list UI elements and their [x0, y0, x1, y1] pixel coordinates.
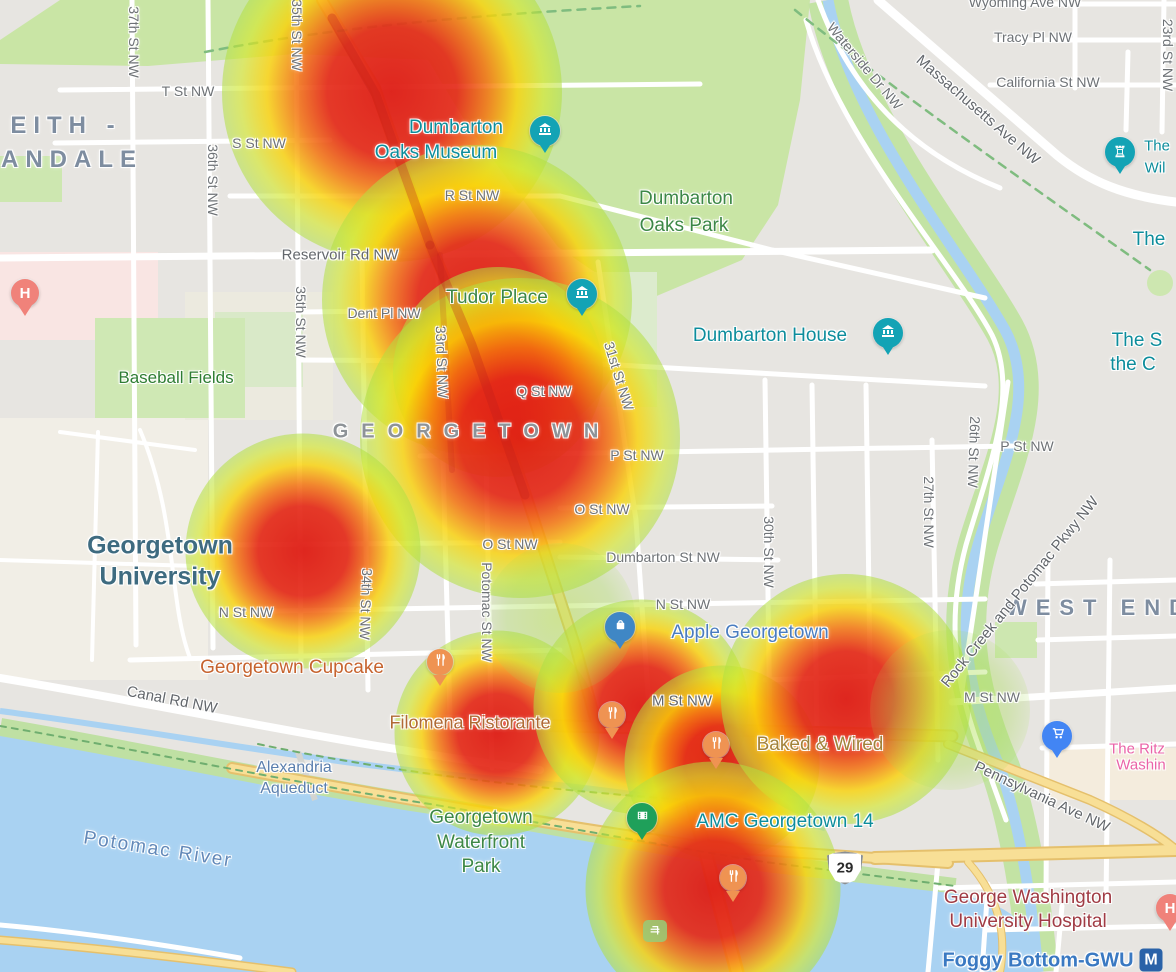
film-icon — [635, 808, 650, 828]
restaurant-pin-georgetown-cupcake[interactable] — [427, 649, 453, 675]
metro-station-icon[interactable]: M — [1139, 948, 1163, 972]
museum-icon — [537, 121, 553, 142]
cinema-pin-amc[interactable] — [627, 803, 657, 833]
shopping-pin-cart[interactable] — [1042, 721, 1072, 751]
hotel-pin-the-willard[interactable]: ♖ — [1105, 137, 1135, 167]
route-number: 29 — [836, 859, 854, 877]
rook-icon: ♖ — [1113, 144, 1127, 161]
restaurant-icon — [605, 706, 619, 725]
boat-glyph — [650, 926, 660, 935]
baseball-fields-area — [95, 318, 245, 418]
museum-icon — [574, 284, 590, 305]
boathouse-icon[interactable] — [643, 920, 667, 942]
cart-icon — [1050, 726, 1065, 746]
hospital-pin-georgetown[interactable]: H — [11, 279, 39, 307]
museum-pin-tudor-place[interactable] — [567, 279, 597, 309]
hospital-icon: H — [1164, 899, 1176, 917]
museum-pin-dumbarton-oaks[interactable] — [530, 116, 560, 146]
hospital-pin-gwu[interactable]: H — [1156, 894, 1176, 922]
hospital-icon: H — [19, 284, 31, 302]
store-pin-apple-georgetown[interactable] — [605, 612, 635, 642]
shopping-bag-icon — [613, 617, 628, 637]
restaurant-pin-baked-and-wired[interactable] — [703, 732, 729, 758]
pennsylvania-ave — [944, 740, 1176, 854]
metro-m: M — [1144, 951, 1158, 968]
massachusetts-ave — [873, 0, 1176, 207]
restaurant-pin-waterfront[interactable] — [720, 865, 746, 891]
restaurant-icon — [726, 869, 740, 888]
museum-pin-dumbarton-house[interactable] — [873, 318, 903, 348]
university-campus-area — [0, 418, 208, 680]
restaurant-icon — [709, 736, 723, 755]
restaurant-pin-filomena[interactable] — [599, 702, 625, 728]
museum-icon — [880, 323, 896, 344]
restaurant-icon — [433, 653, 447, 672]
us-route-29-shield: 29 — [827, 851, 863, 885]
